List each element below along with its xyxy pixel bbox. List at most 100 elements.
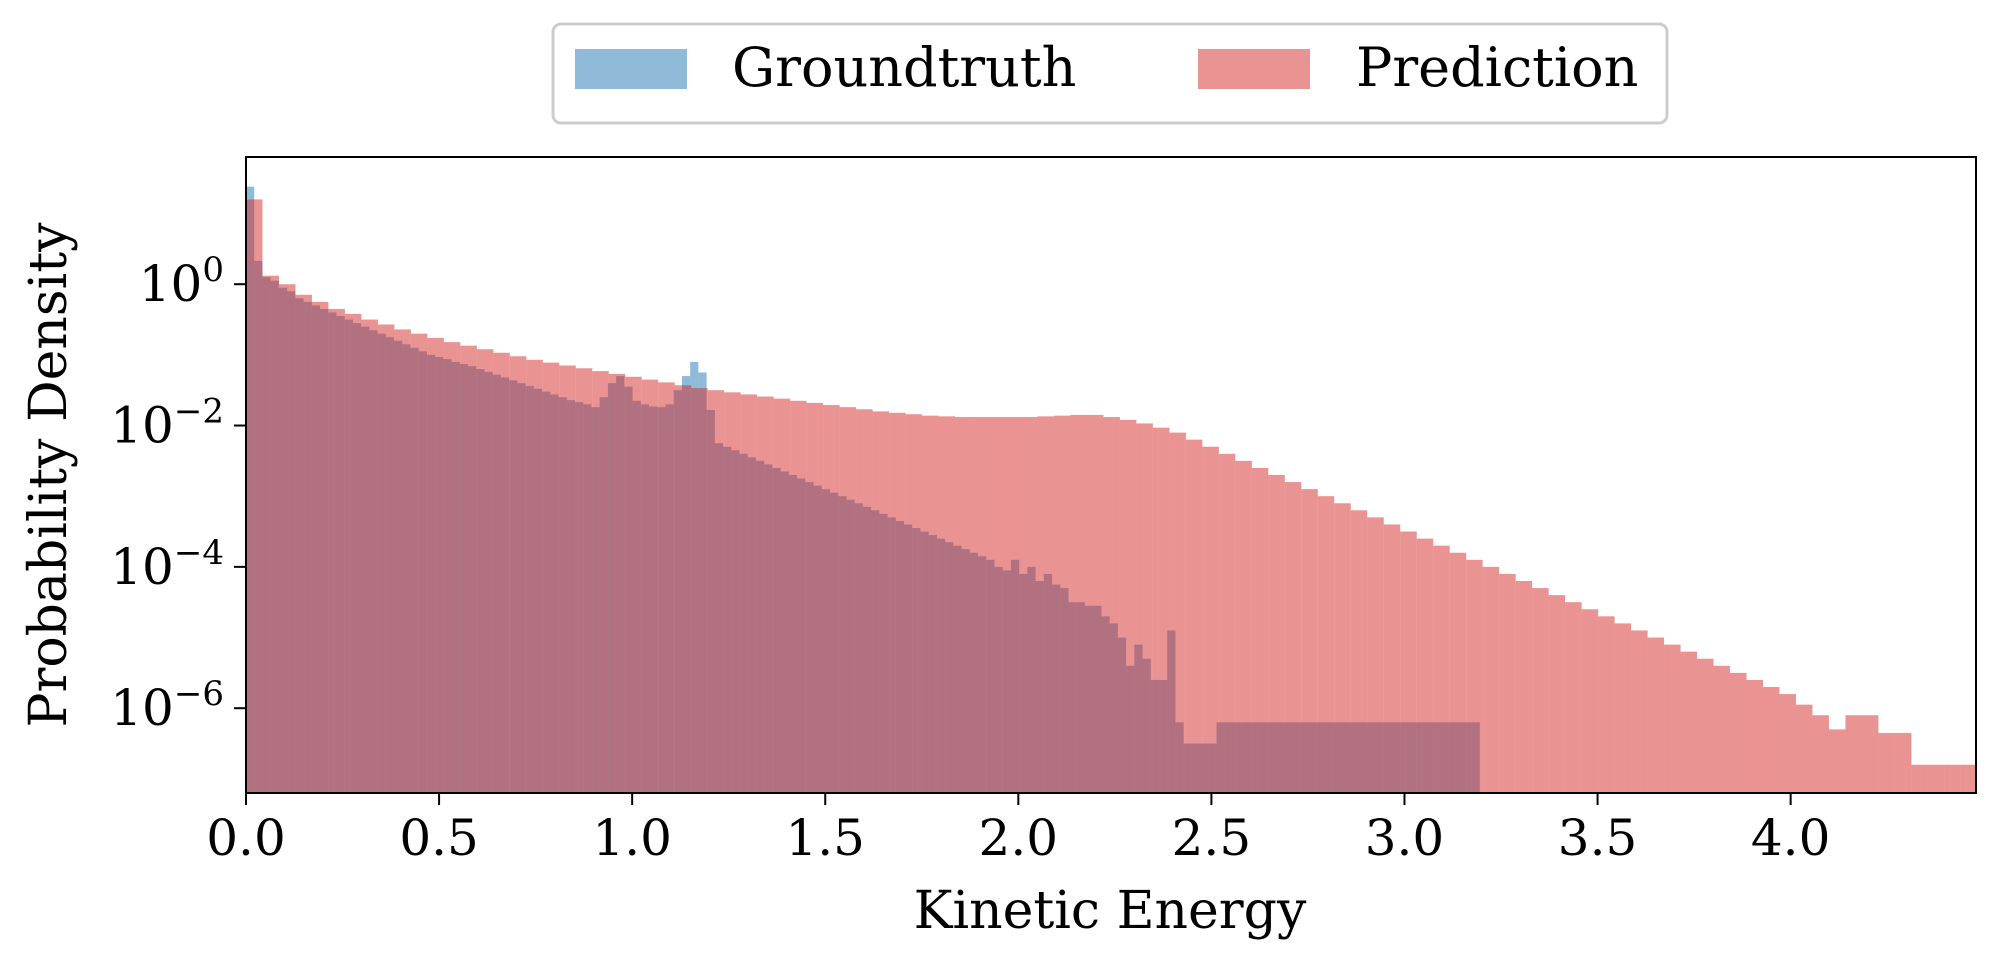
bar-prediction-104 bbox=[1960, 764, 1976, 793]
x-tick-label: 0.0 bbox=[206, 809, 286, 867]
bar-prediction-91 bbox=[1746, 679, 1763, 793]
bar-prediction-42 bbox=[938, 416, 956, 793]
bars-layer bbox=[246, 186, 1976, 794]
bar-prediction-26 bbox=[674, 385, 692, 793]
bar-prediction-102 bbox=[1927, 764, 1945, 793]
bar-prediction-40 bbox=[905, 414, 923, 793]
bar-prediction-100 bbox=[1894, 732, 1912, 793]
bar-prediction-73 bbox=[1449, 552, 1467, 793]
bar-prediction-14 bbox=[476, 349, 494, 793]
bar-prediction-96 bbox=[1828, 729, 1846, 793]
bar-prediction-1 bbox=[262, 275, 279, 794]
bar-prediction-23 bbox=[625, 376, 642, 793]
legend-swatch-groundtruth bbox=[575, 49, 687, 89]
legend-label-groundtruth: Groundtruth bbox=[732, 36, 1076, 99]
bar-prediction-5 bbox=[328, 308, 345, 793]
bar-prediction-74 bbox=[1466, 559, 1483, 793]
bar-prediction-52 bbox=[1103, 417, 1120, 793]
bar-prediction-65 bbox=[1317, 496, 1335, 793]
x-tick-label: 0.5 bbox=[399, 809, 479, 867]
bar-prediction-11 bbox=[427, 337, 444, 793]
bar-prediction-80 bbox=[1565, 602, 1582, 793]
bar-prediction-41 bbox=[922, 415, 939, 793]
bar-prediction-77 bbox=[1515, 581, 1533, 793]
bar-prediction-54 bbox=[1136, 423, 1153, 793]
bar-prediction-71 bbox=[1416, 538, 1434, 793]
bar-prediction-49 bbox=[1053, 415, 1071, 793]
bar-prediction-89 bbox=[1713, 665, 1731, 793]
bar-prediction-99 bbox=[1878, 732, 1895, 793]
bar-prediction-38 bbox=[872, 411, 890, 793]
bar-prediction-21 bbox=[592, 371, 609, 793]
bar-prediction-37 bbox=[856, 409, 873, 793]
bar-prediction-103 bbox=[1944, 764, 1961, 793]
bar-prediction-12 bbox=[443, 342, 461, 793]
bar-prediction-33 bbox=[790, 400, 807, 793]
y-axis-ticks: 100 10−2 10−4 10−6 bbox=[110, 250, 246, 737]
plot-frame bbox=[245, 156, 1977, 794]
bar-prediction-82 bbox=[1598, 616, 1615, 793]
bar-prediction-13 bbox=[460, 345, 477, 793]
bar-prediction-24 bbox=[641, 379, 659, 793]
x-tick-label: 2.0 bbox=[979, 809, 1059, 867]
bar-prediction-81 bbox=[1581, 609, 1599, 793]
bar-prediction-35 bbox=[823, 405, 840, 793]
bar-prediction-20 bbox=[575, 368, 593, 793]
bar-prediction-53 bbox=[1119, 419, 1137, 793]
bar-prediction-92 bbox=[1762, 687, 1780, 793]
bar-prediction-67 bbox=[1350, 510, 1368, 793]
bar-prediction-76 bbox=[1499, 573, 1516, 793]
bar-prediction-18 bbox=[542, 362, 560, 793]
legend-box bbox=[551, 22, 1669, 125]
bar-prediction-85 bbox=[1647, 637, 1665, 793]
bar-prediction-88 bbox=[1697, 658, 1714, 793]
bar-prediction-50 bbox=[1070, 414, 1087, 793]
bar-prediction-84 bbox=[1631, 630, 1648, 793]
x-axis-label: Kinetic Energy bbox=[914, 881, 1307, 941]
bar-prediction-48 bbox=[1037, 416, 1054, 793]
legend: Groundtruth Prediction bbox=[551, 22, 1669, 125]
legend-label-prediction: Prediction bbox=[1356, 36, 1638, 99]
bar-prediction-15 bbox=[493, 352, 510, 793]
x-tick-label: 1.5 bbox=[785, 809, 865, 867]
bar-prediction-90 bbox=[1730, 672, 1747, 793]
x-tick-label: 1.0 bbox=[592, 809, 672, 867]
bar-prediction-31 bbox=[757, 396, 774, 793]
y-tick-label: 10−2 bbox=[110, 392, 224, 455]
bar-prediction-58 bbox=[1202, 446, 1219, 793]
bar-prediction-32 bbox=[773, 398, 791, 793]
y-tick-label: 10−4 bbox=[110, 533, 224, 596]
bar-prediction-19 bbox=[559, 365, 576, 793]
bar-prediction-64 bbox=[1301, 489, 1318, 793]
bar-prediction-72 bbox=[1433, 545, 1450, 793]
bar-prediction-86 bbox=[1664, 644, 1681, 793]
bar-prediction-101 bbox=[1911, 764, 1928, 793]
bar-prediction-22 bbox=[608, 373, 626, 793]
bar-prediction-59 bbox=[1218, 453, 1236, 793]
bar-prediction-93 bbox=[1779, 694, 1796, 793]
bar-prediction-47 bbox=[1020, 417, 1038, 793]
x-tick-label: 4.0 bbox=[1751, 809, 1831, 867]
bar-prediction-95 bbox=[1812, 715, 1829, 793]
y-tick-label: 10−6 bbox=[110, 674, 224, 737]
bar-prediction-7 bbox=[361, 319, 378, 793]
bar-prediction-34 bbox=[806, 402, 824, 793]
bar-prediction-55 bbox=[1152, 427, 1170, 793]
bar-prediction-51 bbox=[1086, 414, 1104, 793]
bar-prediction-61 bbox=[1251, 467, 1269, 793]
series-prediction bbox=[246, 199, 1976, 794]
bar-prediction-83 bbox=[1614, 623, 1632, 793]
bar-prediction-97 bbox=[1845, 715, 1862, 793]
bar-prediction-60 bbox=[1235, 460, 1252, 793]
bar-prediction-56 bbox=[1169, 432, 1186, 793]
bar-prediction-87 bbox=[1680, 651, 1698, 793]
x-tick-label: 3.0 bbox=[1365, 809, 1445, 867]
y-axis-label: Probability Density bbox=[19, 222, 79, 728]
x-axis-ticks: 0.0 0.5 1.0 1.5 2.0 2.5 3.0 3.5 4.0 bbox=[206, 793, 1830, 867]
bar-prediction-68 bbox=[1367, 517, 1384, 793]
bar-prediction-78 bbox=[1532, 588, 1549, 793]
bar-prediction-8 bbox=[377, 324, 395, 793]
bar-prediction-70 bbox=[1400, 531, 1417, 793]
x-tick-label: 3.5 bbox=[1558, 809, 1638, 867]
bar-prediction-6 bbox=[344, 313, 362, 793]
